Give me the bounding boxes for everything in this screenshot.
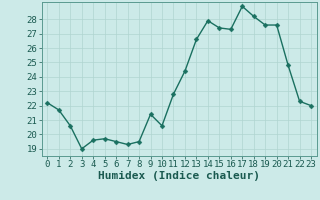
X-axis label: Humidex (Indice chaleur): Humidex (Indice chaleur) <box>98 171 260 181</box>
